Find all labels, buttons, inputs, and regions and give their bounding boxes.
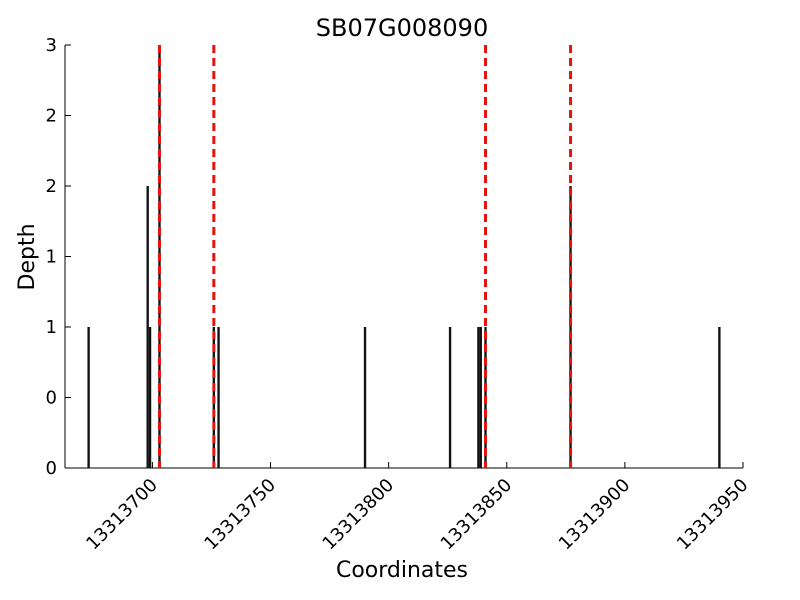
y-tick-label: 0 — [46, 388, 57, 409]
x-tick-label: 13313800 — [319, 475, 399, 555]
x-tick-label: 13313950 — [673, 475, 753, 555]
bar — [718, 327, 721, 468]
x-tick-label: 13313750 — [200, 475, 280, 555]
bar — [569, 186, 572, 468]
y-axis-label: Depth — [15, 223, 40, 290]
bar — [87, 327, 90, 468]
y-tick-label: 1 — [46, 247, 57, 268]
y-tick-label: 2 — [46, 176, 57, 197]
bar — [363, 327, 367, 468]
x-axis-label: Coordinates — [336, 558, 468, 583]
bar — [217, 327, 220, 468]
x-tick-label: 13313900 — [555, 475, 635, 555]
y-tick-label: 0 — [46, 458, 57, 479]
x-tick-label: 13313700 — [82, 475, 162, 555]
bar — [146, 186, 149, 468]
x-tick-label: 13313850 — [437, 475, 517, 555]
y-tick-label: 1 — [46, 317, 57, 338]
y-tick-label: 3 — [46, 35, 57, 56]
bar — [477, 327, 480, 468]
chart-title: SB07G008090 — [316, 14, 488, 42]
bar — [448, 327, 452, 468]
bar — [148, 327, 152, 468]
y-tick-label: 2 — [46, 106, 57, 127]
bar — [479, 327, 482, 468]
